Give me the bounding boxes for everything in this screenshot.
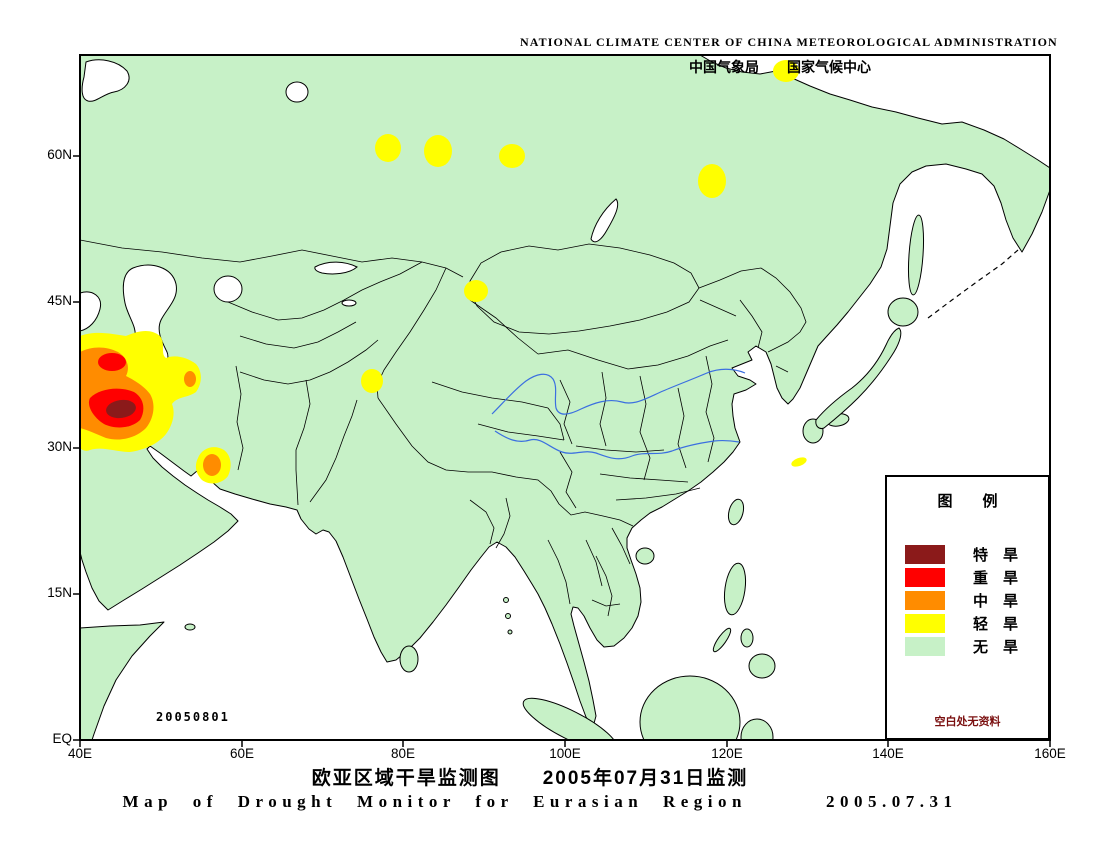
island-borneo	[639, 675, 741, 740]
horn-of-africa	[80, 621, 165, 740]
island-taiwan	[727, 498, 745, 526]
island-palawan	[712, 627, 732, 653]
rivers-layer	[491, 368, 746, 460]
legend-items: 特 旱 重 旱 中 旱 轻 旱 无 旱	[887, 543, 1048, 658]
drought-ryukyu	[791, 457, 807, 467]
legend-item-severe: 重 旱	[887, 566, 1048, 589]
lat-tick-eq: EQ	[52, 731, 72, 746]
lake-balkhash	[314, 261, 358, 275]
drought-siberia-2	[424, 135, 452, 167]
island-srilanka	[399, 645, 419, 673]
drought-arctic-coast	[773, 60, 799, 82]
lat-tick-45n: 45N	[47, 293, 72, 308]
legend-swatch-moderate	[905, 591, 945, 610]
black-sea	[80, 291, 102, 332]
lon-tick-100e: 100E	[549, 746, 581, 761]
kuril-dashed-line	[927, 249, 1019, 319]
island-sakhalin	[907, 214, 925, 296]
island-visayas	[740, 628, 754, 648]
island-hainan	[635, 547, 655, 565]
island-sulawesi	[740, 718, 774, 740]
drought-extreme-layer	[106, 399, 136, 419]
legend-item-moderate: 中 旱	[887, 589, 1048, 612]
yellow-river	[491, 368, 746, 415]
island-andaman-2	[505, 613, 511, 619]
drought-west-asia-extreme	[106, 399, 136, 419]
island-nicobar	[507, 629, 513, 635]
lat-tick-15n: 15N	[47, 585, 72, 600]
legend-swatch-severe	[905, 568, 945, 587]
map-date-stamp: 20050801	[156, 710, 230, 724]
island-sumatra	[522, 697, 618, 740]
lat-tick-60n: 60N	[47, 147, 72, 162]
agency-title-cn: 中国气象局 国家气候中心	[689, 59, 871, 75]
lon-tick-40e: 40E	[67, 746, 93, 761]
drought-altai	[464, 280, 488, 302]
drought-siberia-3	[499, 144, 525, 168]
drought-siran-moderate	[203, 454, 221, 476]
map-frame	[73, 54, 1051, 747]
legend-label-extreme: 特 旱	[973, 547, 1019, 564]
legend-item-light: 轻 旱	[887, 612, 1048, 635]
map-title-en: Map of Drought Monitor for Eurasian Regi…	[122, 792, 958, 811]
island-honshu	[815, 327, 902, 429]
legend-swatch-light	[905, 614, 945, 633]
aral-sea	[213, 275, 243, 303]
legend-label-light: 轻 旱	[973, 616, 1019, 633]
white-sea	[81, 59, 130, 102]
drought-siberia-4	[698, 164, 726, 198]
legend-swatch-none	[905, 637, 945, 656]
island-luzon	[723, 562, 747, 616]
legend-title: 图 例	[937, 493, 998, 510]
island-hokkaido	[887, 297, 919, 327]
lon-tick-160e: 160E	[1034, 746, 1066, 761]
lake-issykkul	[341, 299, 357, 307]
lat-tick-30n: 30N	[47, 439, 72, 454]
lon-tick-60e: 60E	[229, 746, 255, 761]
island-socotra	[184, 623, 196, 631]
lake-baikal	[590, 198, 619, 243]
lon-tick-120e: 120E	[711, 746, 743, 761]
agency-title-en: NATIONAL CLIMATE CENTER OF CHINA METEORO…	[520, 35, 1058, 49]
legend-item-none: 无 旱	[887, 635, 1048, 658]
drought-siberia-1	[375, 134, 401, 162]
legend-panel: 图 例 特 旱 重 旱 中 旱 轻 旱 无 旱 空白处无资料	[885, 475, 1050, 740]
drought-west-asia-severe-upper	[98, 353, 126, 371]
lon-tick-140e: 140E	[872, 746, 904, 761]
legend-label-moderate: 中 旱	[973, 593, 1019, 610]
drought-iran-arm-moderate	[184, 371, 196, 387]
island-andaman	[503, 597, 509, 603]
legend-item-extreme: 特 旱	[887, 543, 1048, 566]
legend-label-none: 无 旱	[973, 639, 1019, 656]
map-title-cn: 欧亚区域干旱监测图 2005年07月31日监测	[311, 768, 749, 789]
legend-swatch-extreme	[905, 545, 945, 564]
gulf-of-ob	[285, 81, 309, 103]
legend-label-severe: 重 旱	[973, 570, 1019, 587]
lon-tick-80e: 80E	[390, 746, 416, 761]
legend-note: 空白处无资料	[934, 716, 1001, 728]
island-mindanao	[748, 653, 776, 679]
yangtze-river	[494, 430, 740, 460]
drought-kashmir-light	[361, 369, 383, 393]
